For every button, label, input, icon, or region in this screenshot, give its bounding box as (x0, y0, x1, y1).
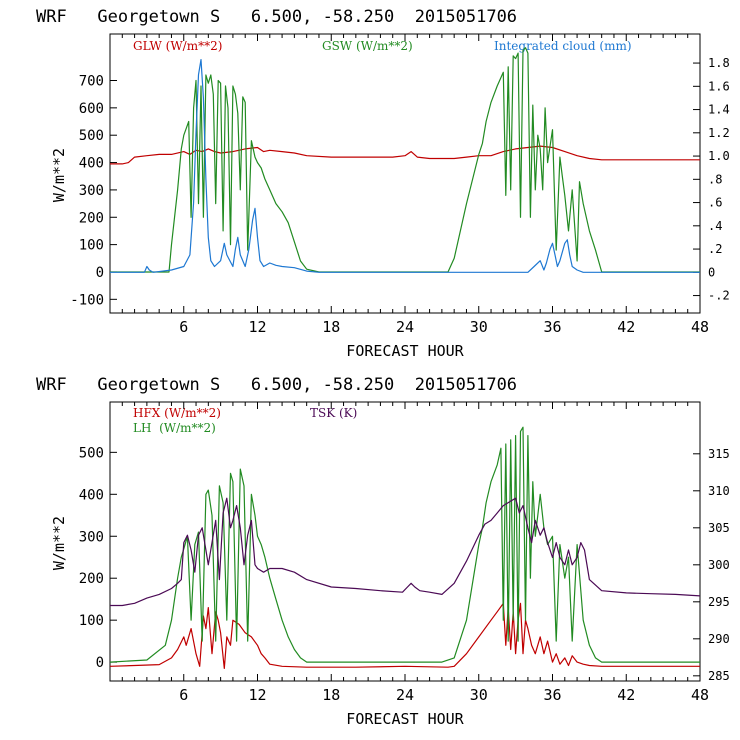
x-tick-label: 48 (691, 318, 709, 336)
legend-hfx: HFX (W/m**2) (133, 406, 221, 420)
y-tick-label: 100 (79, 238, 104, 254)
series-glw (110, 145, 700, 165)
x-tick-label: 24 (396, 318, 414, 336)
y2-tick-label: 295 (708, 595, 730, 609)
y-tick-label: 500 (79, 128, 104, 144)
y2-tick-label: 1.6 (708, 79, 730, 93)
y2-tick-label: 285 (708, 669, 730, 683)
y-axis-label: W/m**2 (50, 516, 68, 570)
series-tsk (110, 497, 701, 607)
y2-tick-label: 290 (708, 632, 730, 646)
series-integrated-cloud (110, 59, 700, 273)
y2-tick-label: .4 (708, 219, 722, 233)
x-tick-label: 12 (248, 318, 266, 336)
y-tick-label: 300 (79, 183, 104, 199)
y2-tick-label: .6 (708, 196, 722, 210)
axes-group: 6 12 18 24 30 36 42 48 0 100 200 300 400 500 285 290 295… (79, 401, 730, 704)
radiation-cloud-panel: WRF Georgetown S 6.500, -58.250 20150517… (36, 7, 730, 360)
y-tick-label: 200 (79, 210, 104, 226)
y2-tick-label: 1.8 (708, 56, 730, 70)
y-tick-label: 400 (79, 156, 104, 172)
y2-tick-label: 305 (708, 521, 730, 535)
series-hfx (109, 602, 700, 669)
x-tick-label: 30 (470, 318, 488, 336)
legend-tsk: TSK (K) (310, 406, 357, 420)
y-tick-label: 0 (96, 265, 104, 281)
y2-tick-label: -.2 (708, 289, 730, 303)
y2-tick-label: 1.0 (708, 149, 730, 163)
y-tick-label: 400 (79, 487, 104, 503)
series-lh (109, 426, 700, 663)
x-tick-label: 12 (248, 686, 266, 704)
series-group (110, 47, 700, 273)
panel-title: WRF Georgetown S 6.500, -58.250 20150517… (36, 375, 517, 395)
x-tick-label: 42 (617, 318, 635, 336)
flux-tsk-panel: WRF Georgetown S 6.500, -58.250 20150517… (36, 375, 730, 728)
y-tick-label: 500 (79, 445, 104, 461)
x-tick-label: 6 (179, 686, 188, 704)
y-tick-label: 100 (79, 613, 104, 629)
y2-tick-label: .2 (708, 242, 722, 256)
y-tick-label: 200 (79, 571, 104, 587)
y-tick-label: 600 (79, 101, 104, 117)
legend-cloud: Integrated cloud (mm) (494, 39, 632, 53)
x-axis-label: FORECAST HOUR (346, 710, 464, 728)
x-tick-label: 6 (179, 318, 188, 336)
x-tick-label: 18 (322, 318, 340, 336)
x-tick-label: 30 (470, 686, 488, 704)
y-tick-label: 700 (79, 74, 104, 90)
x-tick-label: 36 (543, 686, 561, 704)
y-tick-label: -100 (70, 292, 104, 308)
y-tick-label: 0 (96, 655, 104, 671)
series-gsw (110, 47, 700, 273)
x-axis-label: FORECAST HOUR (346, 342, 464, 360)
x-tick-label: 36 (543, 318, 561, 336)
x-tick-label: 48 (691, 686, 709, 704)
y2-tick-label: 315 (708, 447, 730, 461)
x-tick-label: 18 (322, 686, 340, 704)
y2-tick-label: 1.4 (708, 103, 730, 117)
y2-tick-label: 310 (708, 484, 730, 498)
y2-tick-label: 1.2 (708, 126, 730, 140)
y-tick-label: 300 (79, 529, 104, 545)
panel-title: WRF Georgetown S 6.500, -58.250 20150517… (36, 7, 517, 27)
y2-tick-label: 300 (708, 558, 730, 572)
legend-glw: GLW (W/m**2) (133, 39, 222, 53)
legend-lh: LH (W/m**2) (133, 421, 216, 435)
y-axis-label: W/m**2 (50, 148, 68, 202)
x-tick-label: 24 (396, 686, 414, 704)
series-group (109, 426, 701, 669)
y2-tick-label: .8 (708, 172, 722, 186)
axes-group: 6 12 18 24 30 36 42 48 -100 0 100 200 300 400 500 600 70… (70, 33, 730, 336)
y2-tick-label: 0 (708, 265, 715, 279)
legend-gsw: GSW (W/m**2) (322, 39, 413, 53)
x-tick-label: 42 (617, 686, 635, 704)
